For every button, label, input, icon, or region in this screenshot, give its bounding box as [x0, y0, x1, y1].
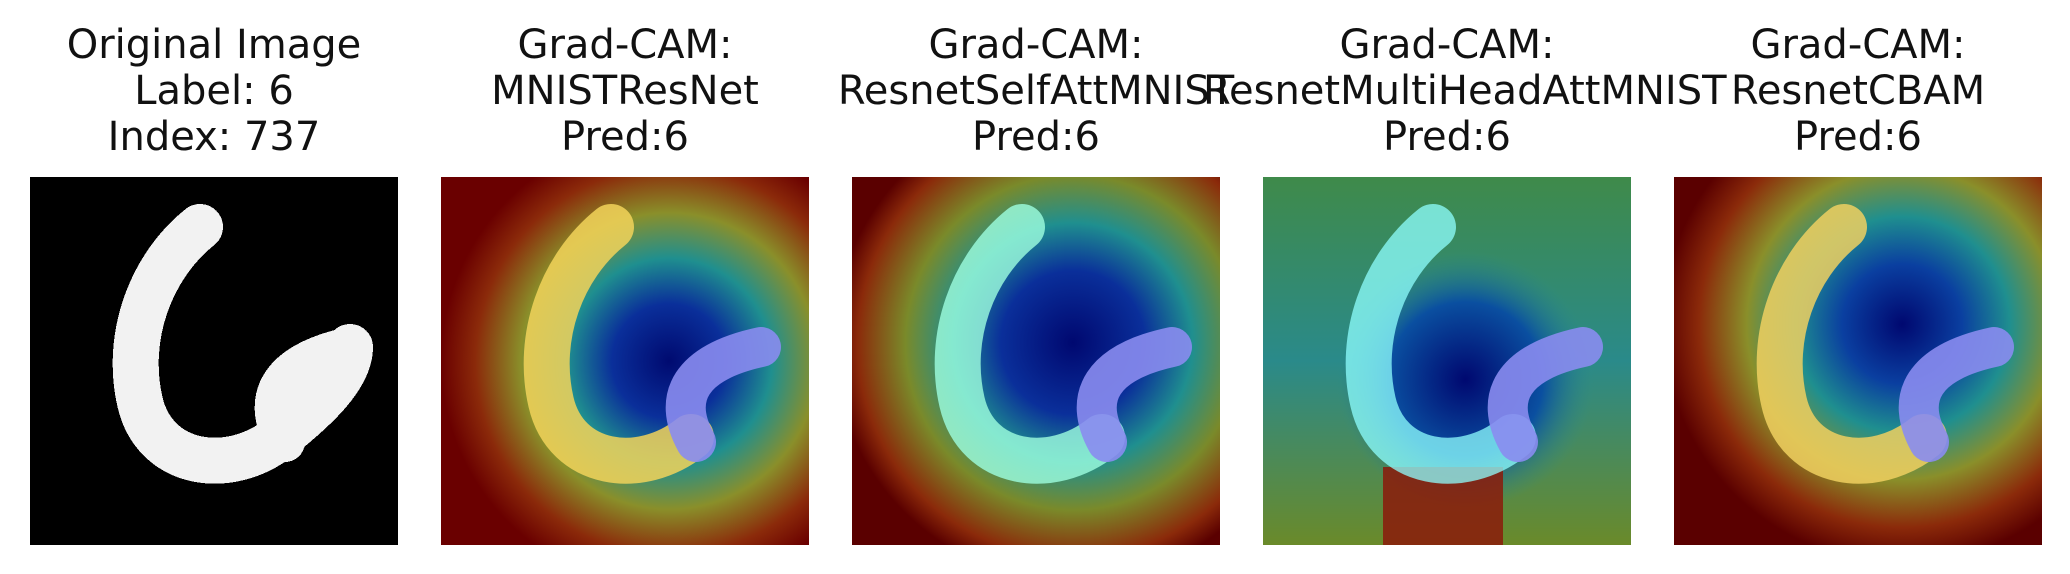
gradcam-heatmap [1263, 177, 1631, 545]
title-line-1: Grad-CAM: [1339, 22, 1555, 68]
title-line-3: Pred:6 [1794, 114, 1922, 160]
panel-title: Grad-CAM: MNISTResNet Pred:6 [381, 22, 869, 160]
panel-original: Original Image Label: 6 Index: 737 [30, 0, 398, 574]
title-line-1: Grad-CAM: [517, 22, 733, 68]
panel-cam-mnistresnet: Grad-CAM: MNISTResNet Pred:6 [441, 0, 809, 574]
title-line-1: Original Image [66, 22, 362, 68]
panel-title: Grad-CAM: ResnetSelfAttMNIST Pred:6 [792, 22, 1280, 160]
title-line-2: Label: 6 [134, 68, 294, 114]
title-line-3: Pred:6 [1383, 114, 1511, 160]
title-line-1: Grad-CAM: [928, 22, 1144, 68]
title-line-2: ResnetSelfAttMNIST [837, 68, 1235, 114]
gradcam-heatmap [441, 177, 809, 545]
title-line-2: ResnetMultiHeadAttMNIST [1203, 68, 1727, 114]
panel-title: Grad-CAM: ResnetMultiHeadAttMNIST Pred:6 [1203, 22, 1727, 160]
title-line-3: Pred:6 [972, 114, 1100, 160]
title-line-1: Grad-CAM: [1750, 22, 1966, 68]
panel-cam-resnetselfattmnist: Grad-CAM: ResnetSelfAttMNIST Pred:6 [838, 0, 1234, 574]
original-image [30, 177, 398, 545]
panel-title: Original Image Label: 6 Index: 737 [0, 22, 458, 160]
panel-title: Grad-CAM: ResnetCBAM Pred:6 [1614, 22, 2070, 160]
title-line-3: Pred:6 [561, 114, 689, 160]
title-line-2: ResnetCBAM [1730, 68, 1986, 114]
gradcam-heatmap [852, 177, 1220, 545]
panel-cam-resnetcbam: Grad-CAM: ResnetCBAM Pred:6 [1674, 0, 2042, 574]
title-line-3: Index: 737 [107, 114, 321, 160]
title-line-2: MNISTResNet [491, 68, 759, 114]
gradcam-heatmap [1674, 177, 2042, 545]
panel-cam-resnetmultiheadattmnist: Grad-CAM: ResnetMultiHeadAttMNIST Pred:6 [1203, 0, 1727, 574]
